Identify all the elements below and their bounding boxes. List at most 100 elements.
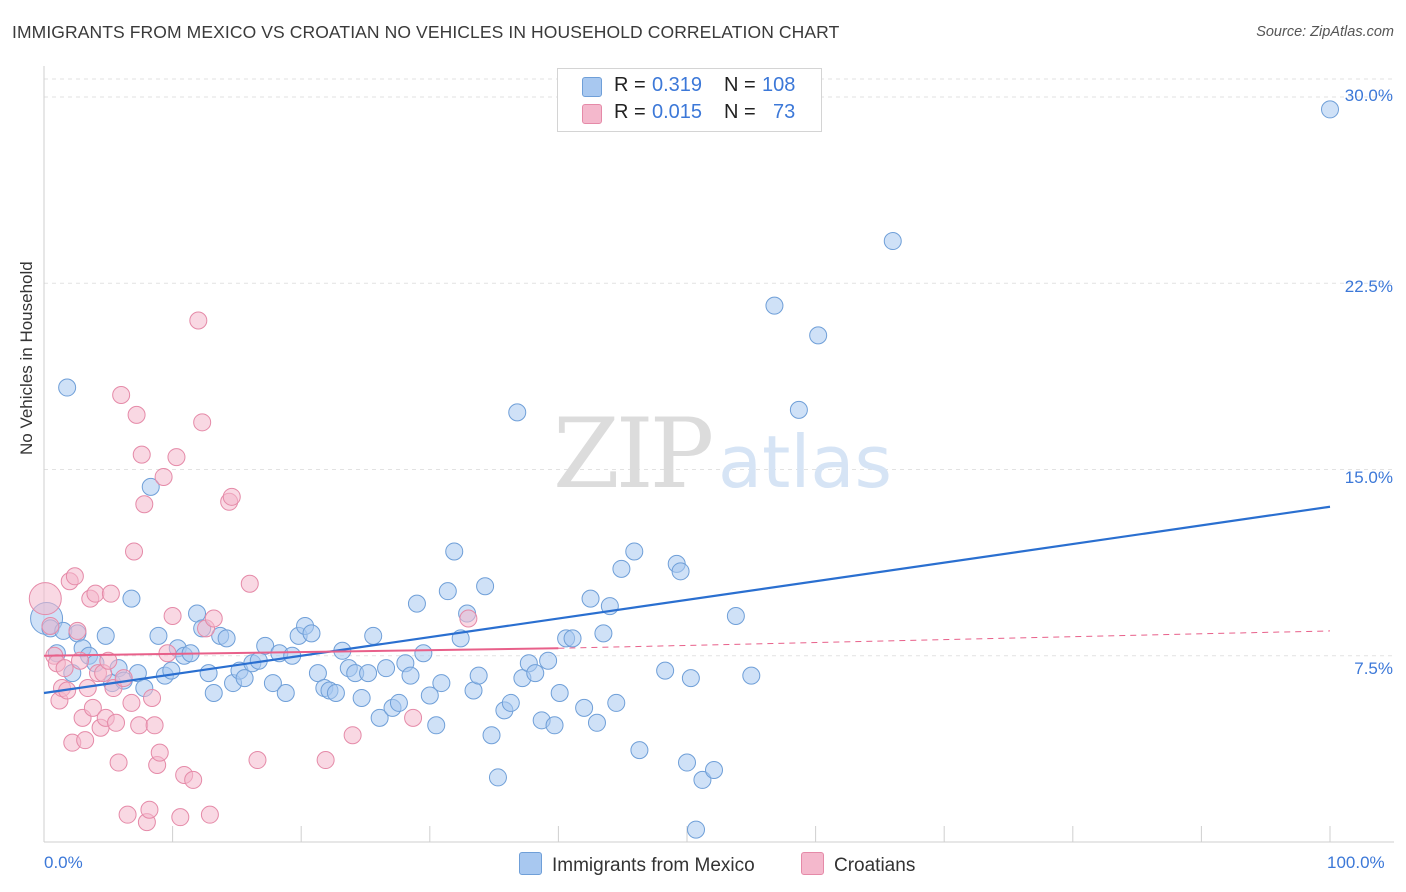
croatians-point [248,751,267,770]
watermark-atlas: atlas [718,420,892,504]
mexico-point [575,698,594,717]
mexico-point [370,708,389,727]
mexico-point [883,232,902,251]
mexico-point [469,666,488,685]
mexico-trend-line [43,505,1331,695]
croatians-point [204,609,223,628]
mexico-point [594,624,613,643]
mexico-point [550,684,569,702]
croatians-point [122,693,141,712]
croatians-point [459,609,478,628]
croatians-point [118,805,137,824]
croatians-point [343,726,362,745]
mexico-point [681,669,700,688]
croatians-point [132,445,151,464]
bottom-legend-swatch-blue [519,852,542,875]
mexico-point [508,403,527,422]
croatians-point [99,651,118,670]
croatians-point [107,713,126,732]
mexico-point [364,626,383,645]
croatians-point [135,495,154,514]
croatians-point [109,753,128,772]
croatians-point [184,770,203,789]
mexico-point [326,684,345,702]
legend-r-label: R = [614,74,646,96]
mexico-point [482,726,501,745]
bottom-legend-mexico: Immigrants from Mexico [519,852,755,877]
mexico-point [563,629,582,648]
croatians-trend-line [558,630,1331,649]
mexico-point [427,716,446,735]
croatians-point [83,698,102,717]
croatians-point [130,716,149,735]
mexico-point [1321,100,1339,119]
mexico-point [526,664,545,683]
mexico-point [377,659,396,678]
mexico-point [656,661,675,680]
y-tick-label: 30.0% [1344,86,1393,105]
y-tick-label: 15.0% [1344,468,1393,487]
mexico-point [276,684,295,702]
mexico-point [678,753,696,772]
source-label: Source: ZipAtlas.com [1256,24,1394,40]
croatians-point [125,542,144,561]
croatians-point [171,808,190,827]
croatians-point [65,567,84,586]
chart-title: IMMIGRANTS FROM MEXICO VS CROATIAN NO VE… [12,22,840,42]
croatians-point [112,386,131,404]
mexico-point [726,607,745,626]
croatians-point [127,405,146,424]
croatians-trend-line [43,647,559,657]
mexico-point [256,636,275,655]
legend-swatch-pink [582,104,602,124]
croatians-point [167,448,186,467]
croatians-point [55,659,74,678]
legend-n-label: N = [724,74,756,96]
y-axis-label: No Vehicles in Household [17,261,36,455]
mexico-point [263,674,282,693]
mexico-point [789,400,808,419]
croatians-point [316,751,335,770]
mexico-point [359,664,378,683]
mexico-point [625,542,644,561]
legend-r-value: 0.015 [652,101,703,123]
mexico-point [445,542,464,561]
mexico-point [705,760,724,779]
mexico-point [199,664,218,683]
mexico-point [401,666,420,685]
x-tick-label: 100.0% [1327,853,1385,872]
croatians-point [143,688,162,707]
y-tick-label: 22.5% [1344,277,1393,296]
croatians-point [71,651,90,670]
bottom-legend-croatians: Croatians [801,852,915,877]
mexico-point [765,296,784,315]
croatians-point [150,743,169,762]
mexico-point [162,661,181,680]
mexico-point [809,326,828,345]
mexico-point [308,664,327,683]
croatians-point [163,607,182,626]
mexico-point [687,820,706,839]
mexico-point [122,589,141,608]
mexico-point [414,644,433,663]
mexico-point [476,577,495,596]
legend-swatch-blue [582,77,602,97]
legend-r-value: 0.319 [652,74,703,96]
croatians-point [145,716,164,735]
mexico-point [204,684,223,702]
mexico-point [389,693,408,712]
mexico-point [742,666,761,685]
mexico-point [352,688,371,707]
mexico-point [581,589,600,608]
croatians-point [240,574,259,593]
mexico-point [693,770,712,789]
bottom-legend-label: Croatians [834,855,916,876]
mexico-point [302,624,321,643]
mexico-point [407,594,426,613]
correlation-legend: R = 0.319 N = 108 R = 0.015 N = 73 [557,68,822,132]
mexico-point [96,626,115,645]
croatians-point [222,487,241,506]
croatians-point [114,669,133,688]
mexico-point [539,651,558,670]
